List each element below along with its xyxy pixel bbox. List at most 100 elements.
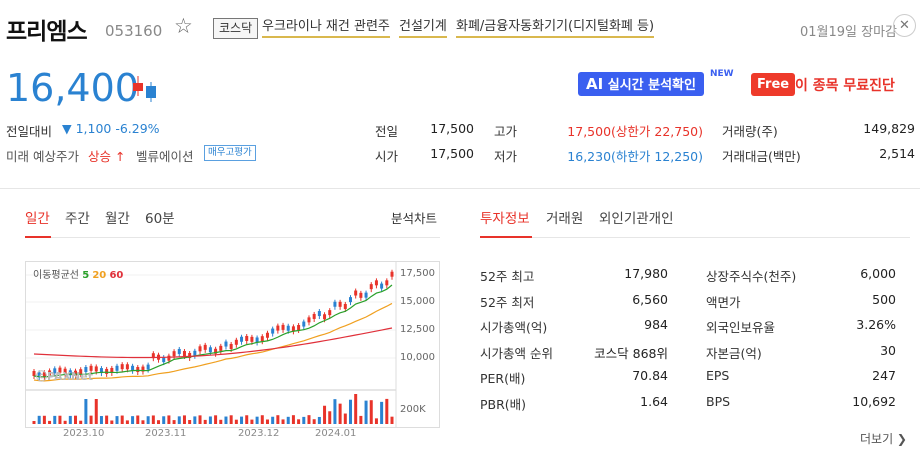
volume-bar <box>208 416 212 424</box>
volume-bar <box>271 416 275 424</box>
prev-close-value: 17,500 <box>430 121 474 136</box>
candle <box>354 290 358 296</box>
volume-bar <box>68 415 72 424</box>
candle <box>58 367 62 373</box>
candle <box>146 364 150 370</box>
volume-bar <box>182 415 186 424</box>
candle <box>286 325 290 331</box>
volume-bar <box>146 416 150 424</box>
invest-value: 70.84 <box>632 368 668 383</box>
candle <box>281 324 285 330</box>
candle <box>167 355 171 361</box>
volume-bar <box>369 400 373 424</box>
volume-bar <box>302 416 306 424</box>
analysis-chart-link[interactable]: 분석차트 <box>391 211 438 226</box>
volume-bar <box>89 415 93 424</box>
volume-bar <box>193 416 197 424</box>
x-tick-2: 2023.11 <box>145 428 187 439</box>
volume-bar <box>245 415 249 424</box>
candle <box>229 343 233 349</box>
candle <box>99 368 103 374</box>
valuation-label: 벨류에이션 <box>136 149 194 164</box>
tab-monthly[interactable]: 월간 <box>105 211 130 227</box>
candle <box>364 292 368 298</box>
volume-bar <box>214 415 218 424</box>
candle <box>63 368 67 374</box>
candle <box>68 370 72 376</box>
candle <box>42 372 46 378</box>
forecast-value: 상승 ↑ <box>88 149 126 164</box>
tab-60min[interactable]: 60분 <box>145 211 175 227</box>
candle <box>317 311 321 317</box>
volume-bar <box>172 420 176 424</box>
open-value: 17,500 <box>430 146 474 161</box>
candle <box>333 301 337 307</box>
candle <box>245 335 249 341</box>
x-tick-4: 2024.01 <box>315 428 357 439</box>
volume-bar <box>131 416 135 424</box>
tab-investors[interactable]: 외인기관개인 <box>599 211 674 227</box>
free-diagnosis-link[interactable]: 이 종목 무료진단 <box>795 78 895 94</box>
candle <box>328 310 332 316</box>
ai-badge: AI <box>586 75 604 93</box>
watermark: ⓒPAXNet <box>36 370 93 383</box>
tab-daily[interactable]: 일간 <box>25 211 50 227</box>
volume-bar <box>42 415 46 424</box>
stock-chart[interactable] <box>25 261 440 428</box>
volume-bar <box>151 415 155 424</box>
volume-bar <box>354 394 358 424</box>
tab-weekly[interactable]: 주간 <box>65 211 90 227</box>
theme-tag-ukraine[interactable]: 우크라이나 재건 관련주 <box>262 19 390 38</box>
candle <box>374 280 378 286</box>
invest-value-2: 6,000 <box>860 266 896 281</box>
candle <box>198 346 202 352</box>
candle <box>312 313 316 319</box>
more-link[interactable]: 더보기 ❯ <box>860 432 907 446</box>
candle <box>390 271 394 277</box>
volume-bar <box>240 416 244 424</box>
volume-bar <box>37 415 41 424</box>
tab-indicator-right <box>480 236 532 238</box>
volume-bar <box>255 416 259 424</box>
close-icon[interactable]: ✕ <box>893 14 916 37</box>
volume-bar <box>317 416 321 424</box>
ai-analysis-button[interactable]: AI 실시간 분석확인 <box>578 72 704 96</box>
candle <box>359 292 363 298</box>
volume-bar <box>364 400 368 424</box>
candle <box>369 284 373 290</box>
invest-value: 6,560 <box>632 291 668 307</box>
free-badge[interactable]: Free <box>751 73 796 96</box>
volume-bar <box>63 420 67 424</box>
invest-label: PBR(배) <box>480 396 527 412</box>
star-outline-icon[interactable]: ☆ <box>174 14 193 38</box>
invest-label-2: EPS <box>706 368 730 383</box>
new-tag: NEW <box>710 69 734 79</box>
candle <box>276 325 280 331</box>
volume-bar <box>265 419 269 424</box>
theme-tag-construction[interactable]: 건설기계 <box>399 19 447 38</box>
volume-bar <box>234 419 238 424</box>
volume-tick: 200K <box>400 404 426 415</box>
ma20-label: 20 <box>92 270 107 281</box>
invest-value-2: 500 <box>872 291 896 307</box>
candle <box>84 367 88 373</box>
volume-bar <box>79 420 83 424</box>
valuation-badge[interactable]: 매우고평가 <box>204 145 256 161</box>
volume-bar <box>338 403 342 424</box>
tab-invest-info[interactable]: 투자정보 <box>480 211 530 227</box>
market-badge: 코스닥 <box>213 18 259 39</box>
candle <box>271 328 275 334</box>
candle <box>74 370 78 376</box>
tab-brokers[interactable]: 거래원 <box>546 211 584 227</box>
candle <box>307 317 311 323</box>
volume-bar <box>291 415 295 424</box>
candle <box>219 345 223 351</box>
volume-bar <box>105 415 109 424</box>
candle <box>338 301 342 307</box>
theme-tag-currency[interactable]: 화폐/금융자동화기기(디지털화폐 등) <box>456 19 655 38</box>
volume-bar <box>260 415 264 424</box>
y-tick-2: 15,000 <box>400 296 435 307</box>
section-divider <box>0 188 920 189</box>
candle <box>250 336 254 342</box>
candle <box>214 348 218 354</box>
